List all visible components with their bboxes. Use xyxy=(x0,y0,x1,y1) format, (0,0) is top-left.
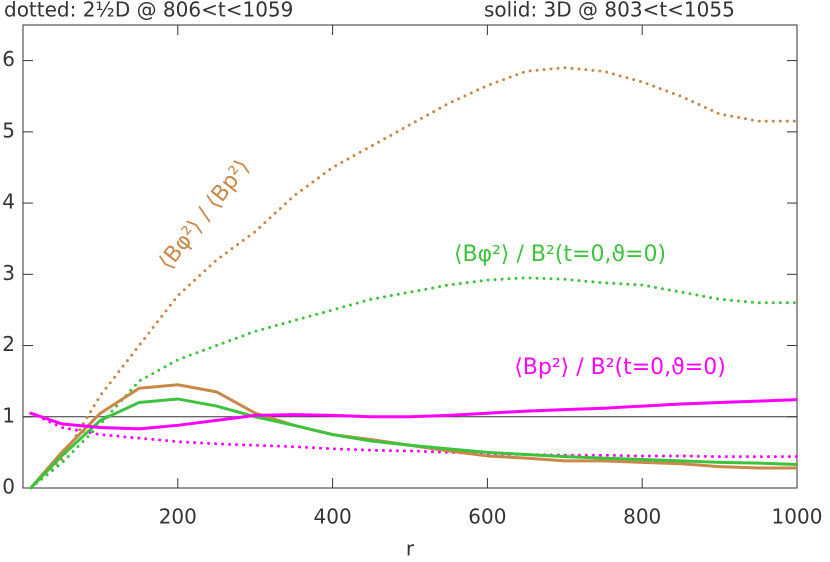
x-tick-label: 200 xyxy=(159,505,197,529)
x-tick-label: 1000 xyxy=(772,505,823,529)
series-line xyxy=(29,276,799,490)
series-line xyxy=(29,66,799,490)
series-line xyxy=(30,398,798,431)
y-tick-label: 3 xyxy=(2,261,15,285)
x-tick-label: 600 xyxy=(468,505,506,529)
y-tick-label: 5 xyxy=(2,118,15,142)
plot-frame xyxy=(22,24,798,489)
series-line xyxy=(29,383,797,489)
annotation: ⟨Bφ²⟩ / ⟨Bp²⟩ xyxy=(154,155,255,274)
x-tick-label: 400 xyxy=(314,505,352,529)
annotation: ⟨Bφ²⟩ / B²(t=0,ϑ=0) xyxy=(454,242,666,267)
annotation: ⟨Bp²⟩ / B²(t=0,ϑ=0) xyxy=(514,355,726,380)
y-tick-label: 1 xyxy=(2,403,15,427)
series-line xyxy=(29,411,799,459)
chart-title: dotted: 2½D @ 806<t<1059 xyxy=(4,0,293,22)
series-line xyxy=(29,397,798,490)
x-tick-label: 800 xyxy=(623,505,661,529)
y-tick-label: 0 xyxy=(2,475,15,499)
y-tick-label: 4 xyxy=(2,190,15,214)
y-tick-label: 2 xyxy=(2,332,15,356)
x-axis-label: r xyxy=(406,537,415,561)
chart-title: solid: 3D @ 803<t<1055 xyxy=(484,0,735,22)
y-tick-label: 6 xyxy=(2,47,15,71)
